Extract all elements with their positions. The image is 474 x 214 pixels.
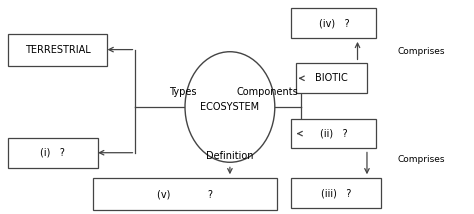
FancyBboxPatch shape <box>292 119 376 149</box>
Text: Definition: Definition <box>206 151 254 160</box>
Ellipse shape <box>185 52 275 162</box>
Text: ECOSYSTEM: ECOSYSTEM <box>201 102 259 112</box>
Text: Types: Types <box>169 88 196 97</box>
Text: Components: Components <box>237 88 299 97</box>
Text: Comprises: Comprises <box>398 155 445 163</box>
FancyBboxPatch shape <box>292 178 381 208</box>
Text: BIOTIC: BIOTIC <box>315 73 348 83</box>
FancyBboxPatch shape <box>296 63 367 93</box>
FancyBboxPatch shape <box>8 34 107 65</box>
Text: (i)   ?: (i) ? <box>40 148 65 158</box>
Text: TERRESTRIAL: TERRESTRIAL <box>25 45 90 55</box>
FancyBboxPatch shape <box>93 178 277 210</box>
Text: (v)            ?: (v) ? <box>157 189 213 199</box>
FancyBboxPatch shape <box>8 138 98 168</box>
Text: Comprises: Comprises <box>398 47 445 56</box>
FancyBboxPatch shape <box>292 8 376 38</box>
Text: (iv)   ?: (iv) ? <box>319 18 349 28</box>
Text: (iii)   ?: (iii) ? <box>321 188 351 198</box>
Text: (ii)   ?: (ii) ? <box>320 129 348 139</box>
